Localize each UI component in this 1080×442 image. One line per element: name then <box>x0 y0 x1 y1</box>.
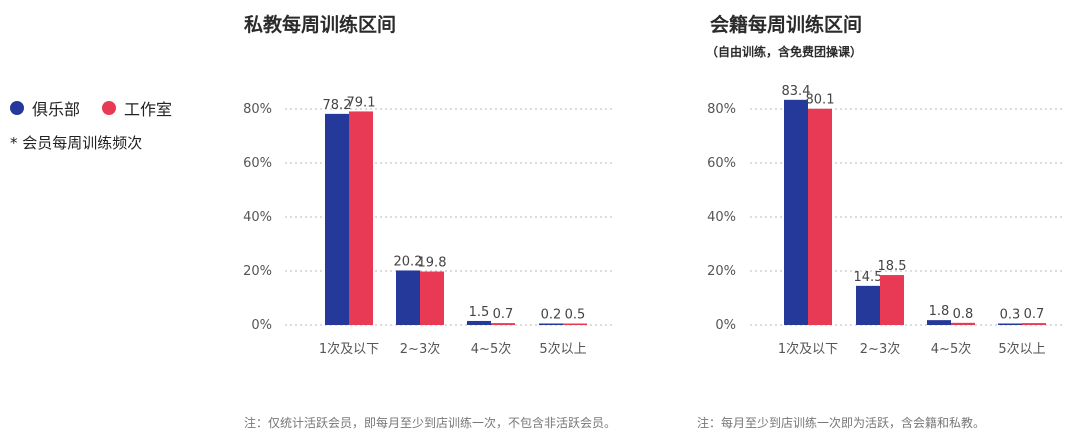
bar-studio <box>563 323 587 325</box>
x-tick-label: 1次及以下 <box>778 341 838 357</box>
data-label: 78.2 <box>323 98 352 113</box>
data-label: 0.2 <box>541 308 562 323</box>
bar-club <box>998 323 1022 325</box>
bar-club <box>467 320 491 325</box>
y-tick-label: 40% <box>707 210 736 225</box>
legend-note: * 会员每周训练频次 <box>10 134 143 152</box>
bar-studio <box>951 322 975 325</box>
x-tick-label: 5次以上 <box>998 341 1045 357</box>
legend: 俱乐部 工作室 * 会员每周训练频次 <box>10 96 194 153</box>
chart2-footnote: 注：每月至少到店训练一次即为活跃，含会籍和私教。 <box>697 416 986 430</box>
bar-club <box>856 285 880 325</box>
data-label: 79.1 <box>347 95 376 110</box>
data-label: 80.1 <box>806 93 835 108</box>
legend-item-club: 俱乐部 <box>10 96 80 120</box>
data-label: 14.5 <box>854 270 883 285</box>
data-label: 20.2 <box>394 254 423 269</box>
x-tick-label: 5次以上 <box>539 341 586 357</box>
bar-club <box>927 320 951 325</box>
data-label: 1.8 <box>929 304 950 319</box>
x-tick-label: 2~3次 <box>400 341 440 357</box>
bar-studio <box>420 271 444 325</box>
x-tick-label: 4~5次 <box>471 341 511 357</box>
legend-label-studio: 工作室 <box>124 100 173 119</box>
bar-studio <box>349 111 373 326</box>
y-tick-label: 20% <box>707 264 736 279</box>
y-tick-label: 40% <box>243 210 272 225</box>
club-color-dot <box>10 101 24 115</box>
bar-studio <box>880 275 904 325</box>
bar-club <box>396 270 420 325</box>
data-label: 18.5 <box>878 259 907 274</box>
data-label: 0.7 <box>493 307 514 322</box>
y-tick-label: 0% <box>251 318 272 333</box>
x-tick-label: 4~5次 <box>931 341 971 357</box>
bar-club <box>325 113 349 325</box>
y-tick-label: 20% <box>243 264 272 279</box>
y-tick-label: 60% <box>243 156 272 171</box>
data-label: 83.4 <box>782 84 811 99</box>
x-tick-label: 2~3次 <box>860 341 900 357</box>
data-label: 0.7 <box>1024 307 1045 322</box>
bar-studio <box>491 323 515 325</box>
data-label: 0.5 <box>565 308 586 323</box>
y-tick-label: 0% <box>715 318 736 333</box>
legend-item-studio: 工作室 <box>102 96 172 120</box>
bar-club <box>539 323 563 325</box>
x-tick-label: 1次及以下 <box>319 341 379 357</box>
bar-club <box>784 99 808 325</box>
bar-studio <box>808 108 832 325</box>
legend-row: 俱乐部 工作室 <box>10 96 194 120</box>
chart2-title: 会籍每周训练区间 <box>710 14 863 36</box>
data-label: 1.5 <box>469 305 490 320</box>
bar-studio <box>1022 323 1046 325</box>
y-tick-label: 80% <box>707 102 736 117</box>
y-tick-label: 60% <box>707 156 736 171</box>
data-label: 19.8 <box>418 256 447 271</box>
studio-color-dot <box>102 101 117 115</box>
data-label: 0.3 <box>1000 308 1021 323</box>
chart1-title: 私教每周训练区间 <box>244 14 397 36</box>
chart2-subtitle: （自由训练，含免费团操课） <box>706 45 863 59</box>
y-tick-label: 80% <box>243 102 272 117</box>
chart1-footnote: 注：仅统计活跃会员，即每月至少到店训练一次，不包含非活跃会员。 <box>244 416 617 430</box>
data-label: 0.8 <box>953 307 974 322</box>
legend-label-club: 俱乐部 <box>32 100 81 119</box>
